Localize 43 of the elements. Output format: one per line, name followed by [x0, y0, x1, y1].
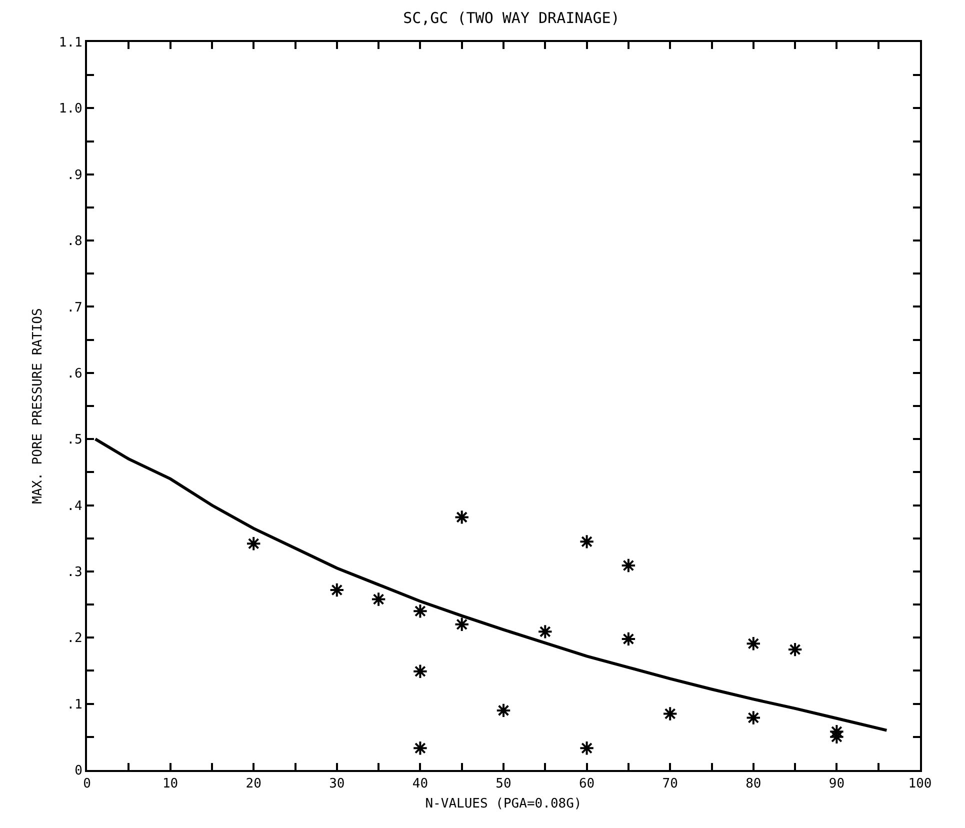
point: [662, 706, 678, 722]
point: [496, 702, 512, 718]
y-tick-label: .6: [66, 366, 82, 382]
y-tick-label: .7: [66, 300, 82, 316]
point: [412, 664, 428, 679]
y-tick-label: .4: [66, 498, 83, 514]
x-tick-label: 70: [662, 776, 678, 792]
x-tick-label: 100: [908, 776, 932, 792]
point: [787, 642, 803, 658]
x-tick-label: 60: [578, 776, 595, 792]
y-tick-label: 0: [74, 764, 82, 779]
y-tick-label: .1: [66, 697, 82, 712]
y-tick-label: .3: [66, 565, 82, 580]
point: [329, 582, 344, 598]
point: [412, 604, 428, 619]
point: [746, 710, 761, 726]
point: [246, 536, 262, 552]
y-tick-label: 1.1: [58, 36, 82, 51]
y-tick-label: .8: [66, 234, 82, 250]
point: [620, 558, 636, 574]
point: [370, 592, 386, 607]
x-tick-label: 50: [496, 776, 512, 792]
point: [579, 740, 594, 756]
y-tick-label: 1.0: [58, 102, 82, 117]
point: [412, 740, 428, 756]
x-tick-label: 20: [246, 776, 262, 792]
x-tick-label: 30: [329, 776, 345, 792]
point: [454, 616, 470, 632]
point: [579, 534, 594, 550]
y-tick-label: .2: [66, 631, 82, 646]
x-tick-label: 80: [746, 776, 762, 792]
y-tick-label: .5: [66, 432, 82, 448]
y-axis-title: MAX. PORE PRESSURE RATIOS: [30, 308, 46, 504]
chart-title: SC,GC (TWO WAY DRAINAGE): [403, 8, 620, 27]
point: [454, 510, 470, 525]
point: [746, 636, 761, 652]
x-tick-label: 90: [828, 776, 845, 792]
x-axis-title: N-VALUES (PGA=0.08G): [425, 796, 582, 812]
point: [620, 631, 636, 647]
x-tick-label: 40: [412, 776, 428, 792]
point: [538, 624, 553, 640]
x-tick-label: 10: [162, 776, 178, 792]
y-tick-label: .9: [66, 168, 82, 183]
